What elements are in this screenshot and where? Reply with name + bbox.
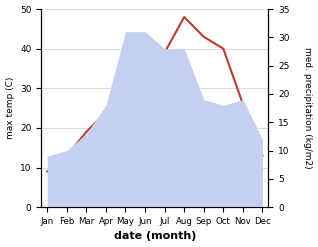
Y-axis label: max temp (C): max temp (C) xyxy=(5,77,15,139)
Y-axis label: med. precipitation (kg/m2): med. precipitation (kg/m2) xyxy=(303,47,313,169)
X-axis label: date (month): date (month) xyxy=(114,231,196,242)
